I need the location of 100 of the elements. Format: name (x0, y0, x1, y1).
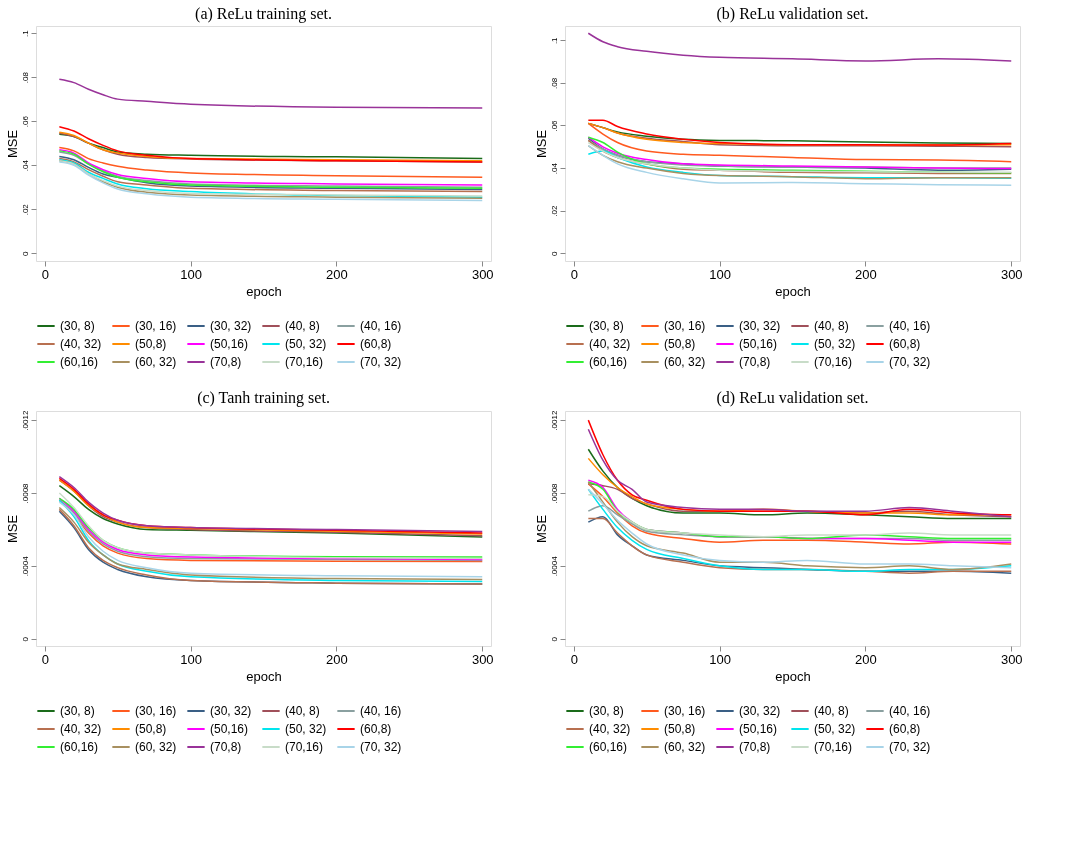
legend-label: (50,8) (664, 722, 696, 736)
legend-label: (60, 32) (664, 355, 706, 369)
x-tick-label: 300 (471, 266, 494, 282)
legend-label: (30, 32) (210, 319, 252, 333)
x-tick-label: 300 (471, 651, 494, 667)
legend-label: (60,16) (589, 355, 628, 369)
legend-label: (30, 32) (210, 704, 252, 718)
legend-label: (40, 16) (889, 319, 931, 333)
x-tick-label: 300 (1000, 266, 1023, 282)
legend-label: (30, 16) (135, 704, 177, 718)
y-axis-title: MSE (4, 129, 20, 159)
legend-label: (40, 8) (285, 704, 320, 718)
legend-label: (40, 16) (889, 704, 931, 718)
legend-label: (50,8) (135, 337, 167, 351)
legend-label: (60,16) (60, 355, 99, 369)
legend-label: (60, 32) (664, 740, 706, 754)
chart-title: (a) ReLu training set. (195, 5, 332, 23)
legend-label: (70, 32) (360, 355, 402, 369)
legend-label: (30, 16) (135, 319, 177, 333)
legend-label: (50, 32) (814, 722, 856, 736)
x-axis-title: epoch (775, 668, 811, 684)
legend-label: (60,8) (889, 337, 921, 351)
legend-label: (70,8) (739, 740, 771, 754)
x-tick-label: 100 (180, 651, 202, 667)
y-tick-label: .0008 (20, 482, 30, 504)
legend-label: (30, 32) (739, 319, 781, 333)
x-tick-label: 200 (326, 651, 348, 667)
legend-label: (30, 8) (589, 704, 624, 718)
y-tick-label: 0 (549, 251, 559, 257)
legend-label: (70,8) (739, 355, 771, 369)
y-tick-label: .08 (549, 77, 559, 89)
legend-label: (70,16) (285, 355, 324, 369)
legend-label: (60,8) (360, 337, 392, 351)
legend-label: (50,8) (664, 337, 696, 351)
legend-label: (40, 32) (60, 337, 102, 351)
chart-title: (c) Tanh training set. (197, 389, 330, 408)
y-tick-label: .0012 (549, 410, 559, 431)
y-tick-label: .06 (20, 115, 30, 128)
chart-title: (b) ReLu validation set. (716, 5, 869, 23)
x-tick-label: 100 (709, 266, 731, 282)
legend-label: (50,16) (210, 337, 249, 351)
legend-label: (40, 16) (360, 704, 402, 718)
y-tick-label: .04 (549, 162, 559, 175)
legend-label: (40, 8) (814, 319, 849, 333)
chart-title: (d) ReLu validation set. (716, 389, 869, 408)
legend-label: (60,8) (889, 722, 921, 736)
y-tick-label: .0004 (20, 555, 30, 577)
legend-label: (40, 8) (285, 319, 320, 333)
x-tick-label: 200 (855, 651, 877, 667)
y-tick-label: .0008 (549, 482, 559, 504)
legend-label: (60, 32) (135, 740, 177, 754)
y-tick-label: 0 (20, 251, 30, 257)
x-tick-label: 300 (1000, 651, 1023, 667)
y-axis-title: MSE (533, 129, 549, 159)
y-tick-label: .02 (20, 203, 30, 216)
y-tick-label: .02 (549, 205, 559, 217)
y-tick-label: .0012 (20, 410, 30, 431)
x-tick-label: 0 (41, 266, 49, 282)
legend-label: (70,8) (210, 740, 242, 754)
legend-label: (50,16) (210, 722, 249, 736)
legend-label: (30, 16) (664, 704, 706, 718)
x-tick-label: 0 (570, 651, 578, 667)
x-tick-label: 0 (570, 266, 578, 282)
x-tick-label: 100 (709, 651, 731, 667)
y-tick-label: 0 (20, 636, 30, 642)
legend-label: (40, 32) (60, 722, 102, 736)
legend-label: (30, 16) (664, 319, 706, 333)
legend-label: (70,16) (285, 740, 324, 754)
legend-label: (30, 8) (60, 319, 95, 333)
legend-label: (40, 16) (360, 319, 402, 333)
y-tick-label: .0004 (549, 555, 559, 577)
legend-label: (70,16) (814, 355, 853, 369)
y-axis-title: MSE (533, 514, 549, 544)
legend-label: (70, 32) (360, 740, 402, 754)
x-tick-label: 200 (855, 266, 877, 282)
legend-label: (60, 32) (135, 355, 177, 369)
legend-label: (60,16) (60, 740, 99, 754)
legend-label: (40, 32) (589, 337, 631, 351)
y-tick-label: .1 (20, 29, 30, 37)
y-tick-label: .06 (549, 119, 559, 132)
legend-label: (50, 32) (814, 337, 856, 351)
legend-label: (50,8) (135, 722, 167, 736)
legend-label: (50, 32) (285, 722, 327, 736)
legend-label: (50, 32) (285, 337, 327, 351)
y-tick-label: 0 (549, 636, 559, 642)
legend-label: (40, 32) (589, 722, 631, 736)
y-tick-label: .08 (20, 71, 30, 84)
x-tick-label: 100 (180, 266, 202, 282)
x-axis-title: epoch (246, 283, 282, 299)
y-axis-title: MSE (4, 514, 20, 544)
legend-label: (70,8) (210, 355, 242, 369)
legend-label: (70, 32) (889, 355, 931, 369)
legend-label: (30, 8) (60, 704, 95, 718)
x-tick-label: 200 (326, 266, 348, 282)
legend-label: (60,16) (589, 740, 628, 754)
legend-label: (40, 8) (814, 704, 849, 718)
y-tick-label: .04 (20, 159, 30, 172)
legend-label: (50,16) (739, 337, 778, 351)
legend-label: (70,16) (814, 740, 853, 754)
x-axis-title: epoch (246, 668, 282, 684)
